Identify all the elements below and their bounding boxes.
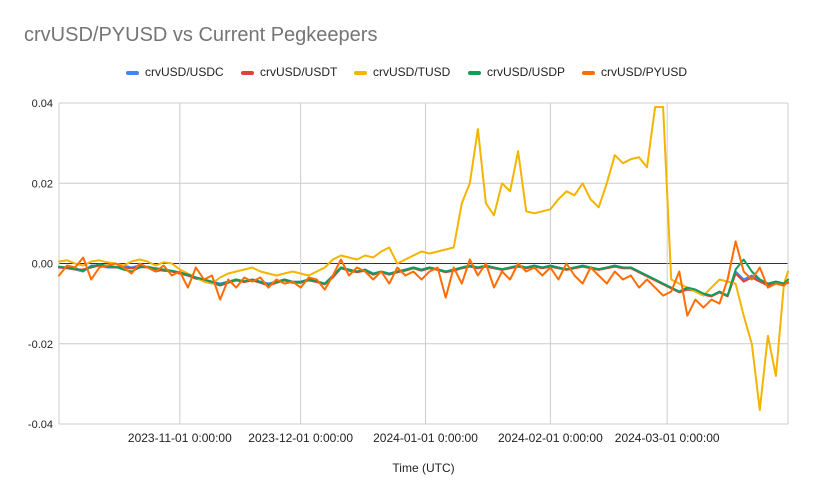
series-lines (58, 106, 789, 411)
legend-label: crvUSD/USDC (145, 65, 224, 79)
legend-swatch (468, 71, 481, 75)
legend-label: crvUSD/PYUSD (601, 65, 688, 79)
legend-swatch (241, 71, 254, 75)
x-tick-label: 2024-02-01 0:00:00 (498, 431, 603, 445)
y-tick-label: 0.00 (32, 259, 53, 271)
series-line-5 (58, 240, 789, 317)
tick-labels: 0.04 0.02 0.00 -0.02 -0.04 2023-11-01 0:00:00… (28, 98, 720, 445)
y-tick-label: 0.04 (32, 98, 53, 110)
chart-legend: crvUSD/USDC crvUSD/USDT crvUSD/TUSD crvUSD/… (0, 64, 813, 82)
legend-label: crvUSD/TUSD (373, 65, 451, 79)
x-tick-label: 2024-01-01 0:00:00 (373, 431, 478, 445)
x-axis-label: Time (UTC) (392, 461, 455, 475)
x-tick-label: 2023-12-01 0:00:00 (248, 431, 353, 445)
y-tick-label: 0.02 (32, 178, 53, 190)
legend-label: crvUSD/USDP (487, 65, 566, 79)
legend-label: crvUSD/USDT (260, 65, 338, 79)
x-tick-label: 2024-03-01 0:00:00 (615, 431, 720, 445)
y-tick-label: -0.04 (28, 419, 53, 431)
y-tick-label: -0.02 (28, 339, 53, 351)
legend-swatch (582, 71, 595, 75)
x-tick-label: 2023-11-01 0:00:00 (128, 431, 232, 445)
chart-title: crvUSD/PYUSD vs Current Pegkeepers (24, 24, 378, 46)
legend-swatch (126, 71, 139, 75)
series-line-3 (58, 106, 789, 411)
legend-swatch (354, 71, 367, 75)
